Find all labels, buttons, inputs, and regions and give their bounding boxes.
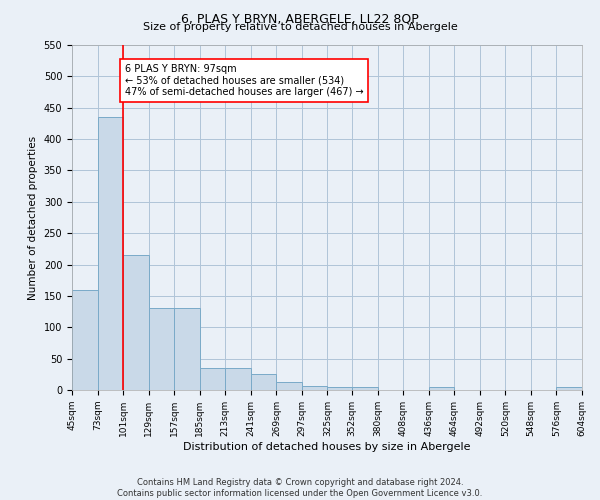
Bar: [352, 387, 377, 390]
Bar: [277, 382, 302, 390]
X-axis label: Distribution of detached houses by size in Abergele: Distribution of detached houses by size …: [183, 442, 471, 452]
Bar: [556, 387, 582, 390]
Text: Size of property relative to detached houses in Abergele: Size of property relative to detached ho…: [143, 22, 457, 32]
Bar: [200, 368, 225, 390]
Bar: [123, 255, 149, 390]
Y-axis label: Number of detached properties: Number of detached properties: [28, 136, 38, 300]
Text: 6 PLAS Y BRYN: 97sqm
← 53% of detached houses are smaller (534)
47% of semi-deta: 6 PLAS Y BRYN: 97sqm ← 53% of detached h…: [125, 64, 364, 97]
Bar: [251, 374, 277, 390]
Text: Contains HM Land Registry data © Crown copyright and database right 2024.
Contai: Contains HM Land Registry data © Crown c…: [118, 478, 482, 498]
Text: 6, PLAS Y BRYN, ABERGELE, LL22 8QP: 6, PLAS Y BRYN, ABERGELE, LL22 8QP: [181, 12, 419, 26]
Bar: [149, 308, 174, 390]
Bar: [225, 368, 251, 390]
Bar: [302, 386, 328, 390]
Bar: [174, 308, 200, 390]
Bar: [98, 117, 123, 390]
Bar: [328, 387, 352, 390]
Bar: [72, 290, 98, 390]
Bar: [429, 387, 454, 390]
